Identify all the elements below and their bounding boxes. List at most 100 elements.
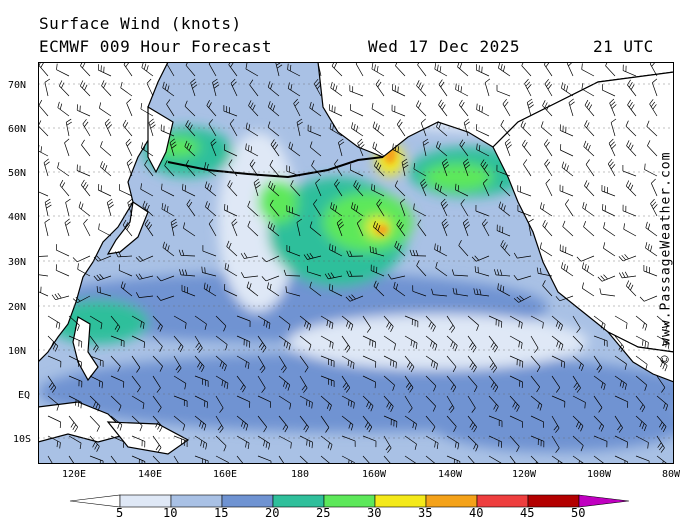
wind-barb [499,180,511,197]
wind-barb [425,375,437,392]
wind-barb [257,375,266,393]
wind-barb [131,415,143,432]
wind-barb [626,140,637,157]
wind-barb [545,178,553,197]
wind-barb [509,455,517,464]
wind-barb [481,218,490,237]
wind-barb [369,246,385,257]
wind-barb [625,120,637,137]
lat-label: 10S [13,434,32,445]
wind-barb [399,198,406,217]
wind-barb [572,395,586,409]
wind-barb [635,355,648,371]
wind-barb [110,395,122,412]
wind-barb [440,198,449,217]
wind-barb [290,180,301,197]
wind-barb [299,335,312,351]
wind-barb [215,375,229,390]
lon-label: 140E [138,469,163,480]
wind-barb [110,335,125,348]
wind-barb [152,415,163,432]
wind-barb [122,219,133,237]
wind-barb [186,199,196,217]
wind-barb [601,184,616,197]
wind-barb [475,64,490,77]
colorbar-label: 40 [469,506,484,520]
lon-label: 120E [62,469,87,480]
wind-barb [396,119,406,137]
wind-barb [391,83,406,97]
wind-barb [320,355,335,368]
wind-barb [500,119,511,137]
wind-barb [551,335,564,351]
wind-barb [135,273,154,280]
wind-barb [349,104,364,117]
wind-barb [618,271,637,279]
wind-barb [376,199,385,217]
wind-barb [236,335,251,348]
colorbar-label: 10 [163,506,178,520]
wind-barb [373,221,385,237]
wind-barb [204,181,217,197]
wind-barb [576,255,595,262]
wind-barb [78,201,91,217]
wind-barb [320,315,334,330]
wind-barb [474,266,490,277]
wind-barb [635,435,649,449]
wind-barb [236,455,244,464]
wind-barb [605,62,616,77]
colorbar-max-arrow [578,494,630,508]
wind-barb [296,118,303,137]
wind-barb [194,435,208,450]
wind-barb [584,120,595,137]
wind-barb [383,355,397,369]
wind-barb [156,275,175,282]
wind-barb [383,415,398,428]
wind-barb [372,121,385,137]
wind-barb [471,255,490,262]
wind-barb [278,315,291,331]
wind-barb [446,335,458,352]
wind-barb [120,281,133,297]
wind-barb [229,118,238,137]
wind-barb [409,249,427,257]
wind-barb [317,62,322,77]
wind-barb [68,415,78,433]
wind-barb [656,355,668,372]
wind-barb [246,281,259,297]
wind-barb [169,138,177,157]
wind-barb [476,143,490,157]
wind-barb [96,286,112,297]
wind-barb [551,355,565,369]
wind-barb [135,292,154,298]
wind-barb [131,375,141,393]
wind-barb [391,104,406,117]
wind-barb [371,183,385,197]
wind-barb [413,203,427,217]
wind-barb [194,335,203,353]
wind-barb [55,264,70,277]
wind-barb [345,294,364,302]
wind-barb [509,335,523,349]
wind-barb [488,375,499,393]
wind-barb [257,435,271,450]
wind-barb [330,81,343,97]
wind-barb [76,164,91,177]
wind-barb [362,435,377,448]
wind-barb [603,242,616,257]
wind-barb [446,375,457,393]
wind-barb [81,179,91,197]
wind-barb [68,455,75,464]
wind-barb [581,63,595,77]
wind-barb [162,241,175,257]
forecast-model: ECMWF 009 Hour Forecast [39,37,273,56]
colorbar-label: 45 [520,506,535,520]
wind-barb [357,138,365,157]
wind-barb [47,355,62,368]
wind-barb [215,435,227,452]
wind-barb [286,245,301,257]
wind-barb [152,315,163,332]
wind-barb [224,203,238,217]
wind-barb [210,138,217,157]
lat-label: 40N [8,212,27,223]
